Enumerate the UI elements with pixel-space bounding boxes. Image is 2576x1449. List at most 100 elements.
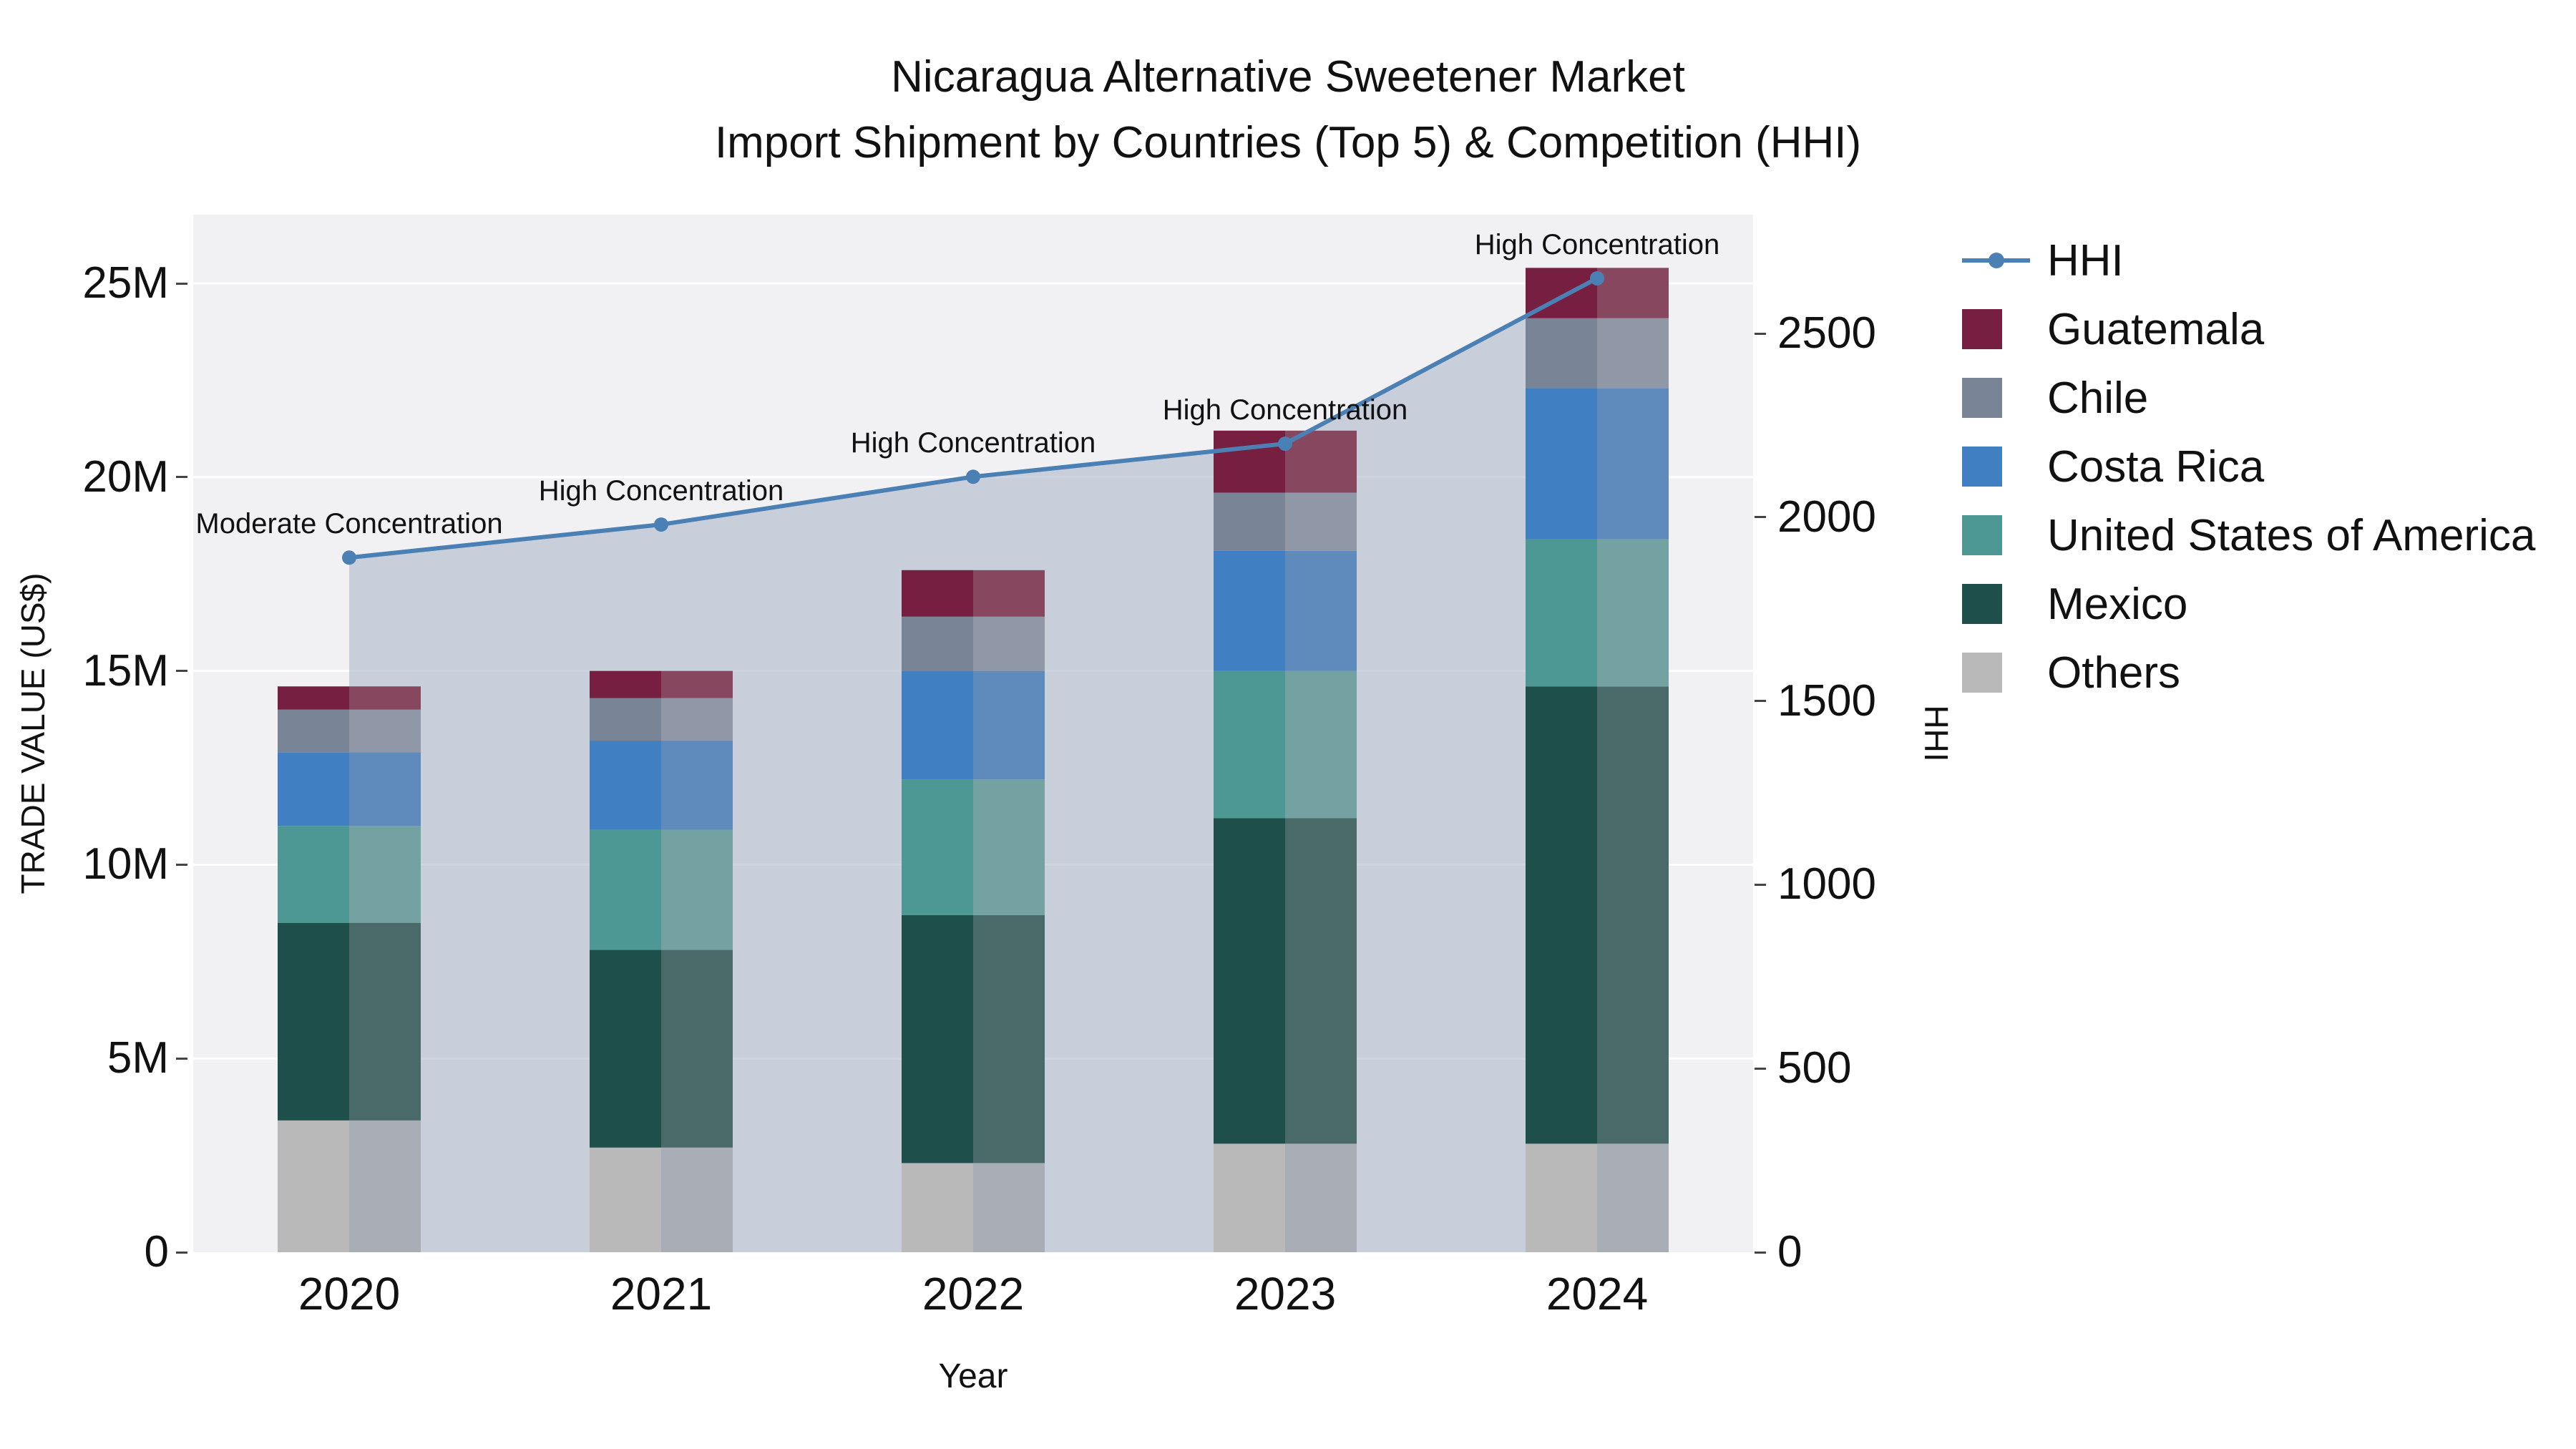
bar-segment-2021-mexico[interactable]	[590, 950, 661, 1148]
bar-segment-2023-mexico[interactable]	[1214, 818, 1285, 1144]
bar-segment-2024-others[interactable]	[1526, 1143, 1597, 1252]
bar-segment-2021-mexico-muted[interactable]	[661, 950, 733, 1148]
x-tick-2022: 2022	[922, 1268, 1025, 1319]
legend-label-hhi: HHI	[2047, 235, 2124, 286]
bar-segment-2024-chile-muted[interactable]	[1597, 318, 1669, 389]
hhi-marker-2020[interactable]	[342, 550, 356, 565]
bar-segment-2021-united-states-of-america[interactable]	[590, 829, 661, 950]
bar-segment-2020-guatemala-muted[interactable]	[349, 686, 421, 710]
y-tickmark-left-25M	[176, 282, 187, 285]
bar-segment-2022-united-states-of-america[interactable]	[902, 779, 973, 915]
color-swatch-icon	[1962, 378, 2002, 418]
bar-segment-2024-united-states-of-america[interactable]	[1526, 539, 1597, 687]
hhi-line-icon	[1962, 238, 2030, 283]
bar-segment-2023-others[interactable]	[1214, 1143, 1285, 1252]
bar-segment-2023-guatemala-muted[interactable]	[1285, 430, 1357, 493]
hhi-marker-2024[interactable]	[1590, 270, 1604, 286]
legend-label-united-states-of-america: United States of America	[2047, 510, 2536, 560]
color-swatch-icon	[1962, 309, 2002, 349]
bar-segment-2021-chile-muted[interactable]	[661, 698, 733, 741]
bar-segment-2023-chile[interactable]	[1214, 492, 1285, 551]
x-axis-title: Year	[938, 1357, 1008, 1395]
bar-segment-2020-costa-rica-muted[interactable]	[349, 752, 421, 826]
bar-segment-2021-chile[interactable]	[590, 698, 661, 741]
bar-segment-2022-costa-rica[interactable]	[902, 670, 973, 780]
bar-segment-2024-united-states-of-america-muted[interactable]	[1597, 539, 1669, 687]
chart-title: Nicaragua Alternative Sweetener Market I…	[0, 44, 2576, 176]
bar-segment-2023-united-states-of-america-muted[interactable]	[1285, 670, 1357, 819]
bar-segment-2024-mexico[interactable]	[1526, 686, 1597, 1144]
bar-segment-2023-mexico-muted[interactable]	[1285, 818, 1357, 1144]
legend-item-costa-rica[interactable]: Costa Rica	[1962, 432, 2535, 501]
color-swatch-icon	[1962, 653, 2002, 693]
legend-item-others[interactable]: Others	[1962, 638, 2535, 707]
bar-segment-2024-costa-rica-muted[interactable]	[1597, 388, 1669, 540]
bar-segment-2022-others-muted[interactable]	[973, 1163, 1045, 1252]
bar-segment-2024-mexico-muted[interactable]	[1597, 686, 1669, 1144]
legend: HHI Guatemala Chile Costa Rica United States…	[1962, 226, 2535, 707]
plot-area: Moderate Concentration High Concentration…	[193, 215, 1753, 1253]
y-axis-title-right: HHI	[1918, 705, 1955, 762]
bar-segment-2021-others-muted[interactable]	[661, 1147, 733, 1252]
bar-segment-2021-guatemala[interactable]	[590, 670, 661, 698]
bar-segment-2024-costa-rica[interactable]	[1526, 388, 1597, 540]
bar-segment-2023-guatemala[interactable]	[1214, 430, 1285, 493]
x-tick-2020: 2020	[298, 1268, 401, 1319]
bar-segment-2024-guatemala-muted[interactable]	[1597, 268, 1669, 318]
bar-segment-2020-guatemala[interactable]	[278, 686, 349, 710]
legend-item-hhi[interactable]: HHI	[1962, 226, 2535, 295]
bar-segment-2021-guatemala-muted[interactable]	[661, 670, 733, 698]
bar-segment-2023-chile-muted[interactable]	[1285, 492, 1357, 551]
bar-segment-2023-costa-rica[interactable]	[1214, 550, 1285, 671]
bar-segment-2020-united-states-of-america-muted[interactable]	[349, 826, 421, 923]
y-tick-left-5M: 5M	[107, 1033, 169, 1083]
bar-segment-2020-others-muted[interactable]	[349, 1120, 421, 1252]
color-swatch-icon	[1962, 584, 2002, 624]
hhi-marker-2023[interactable]	[1278, 436, 1292, 452]
bar-segment-2022-guatemala-muted[interactable]	[973, 570, 1045, 617]
bar-segment-2024-chile[interactable]	[1526, 318, 1597, 389]
bar-segment-2024-others-muted[interactable]	[1597, 1143, 1669, 1252]
bar-segment-2022-guatemala[interactable]	[902, 570, 973, 617]
bar-segment-2020-mexico-muted[interactable]	[349, 922, 421, 1121]
legend-label-others: Others	[2047, 648, 2181, 698]
bar-segment-2022-united-states-of-america-muted[interactable]	[973, 779, 1045, 915]
bar-segment-2023-others-muted[interactable]	[1285, 1143, 1357, 1252]
hhi-marker-2021[interactable]	[654, 517, 668, 532]
bar-segment-2023-united-states-of-america[interactable]	[1214, 670, 1285, 819]
bar-segment-2021-costa-rica[interactable]	[590, 741, 661, 830]
bar-segment-2020-chile-muted[interactable]	[349, 709, 421, 753]
bar-segment-2022-mexico[interactable]	[902, 914, 973, 1163]
legend-item-united-states-of-america[interactable]: United States of America	[1962, 501, 2535, 570]
bar-segment-2020-chile[interactable]	[278, 709, 349, 753]
hhi-marker-2022[interactable]	[966, 469, 980, 484]
bar-segment-2021-united-states-of-america-muted[interactable]	[661, 829, 733, 950]
y-tick-right-1000: 1000	[1777, 859, 1876, 909]
y-tickmark-left-0	[176, 1251, 187, 1254]
color-swatch-icon	[1962, 515, 2002, 555]
bar-segment-2020-costa-rica[interactable]	[278, 752, 349, 826]
bar-segment-2022-costa-rica-muted[interactable]	[973, 670, 1045, 780]
y-tickmark-left-5M	[176, 1057, 187, 1060]
legend-item-guatemala[interactable]: Guatemala	[1962, 295, 2535, 364]
legend-label-chile: Chile	[2047, 373, 2149, 423]
bar-segment-2022-chile[interactable]	[902, 616, 973, 671]
y-tick-right-2500: 2500	[1777, 308, 1876, 358]
color-swatch-icon	[1962, 447, 2002, 487]
bar-segment-2023-costa-rica-muted[interactable]	[1285, 550, 1357, 671]
legend-swatch-guatemala	[1962, 307, 2030, 351]
bar-segment-2022-chile-muted[interactable]	[973, 616, 1045, 671]
x-tick-2021: 2021	[610, 1268, 713, 1319]
annotation-2020-moderate-concentration: Moderate Concentration	[195, 508, 503, 540]
bar-segment-2020-others[interactable]	[278, 1120, 349, 1252]
legend-item-mexico[interactable]: Mexico	[1962, 570, 2535, 638]
bar-segment-2022-others[interactable]	[902, 1163, 973, 1252]
legend-item-chile[interactable]: Chile	[1962, 364, 2535, 432]
bar-segment-2021-others[interactable]	[590, 1147, 661, 1252]
bar-segment-2020-united-states-of-america[interactable]	[278, 826, 349, 923]
bar-segment-2022-mexico-muted[interactable]	[973, 914, 1045, 1163]
annotation-2022-high-concentration: High Concentration	[850, 427, 1096, 459]
bar-segment-2021-costa-rica-muted[interactable]	[661, 741, 733, 830]
bar-segment-2020-mexico[interactable]	[278, 922, 349, 1121]
